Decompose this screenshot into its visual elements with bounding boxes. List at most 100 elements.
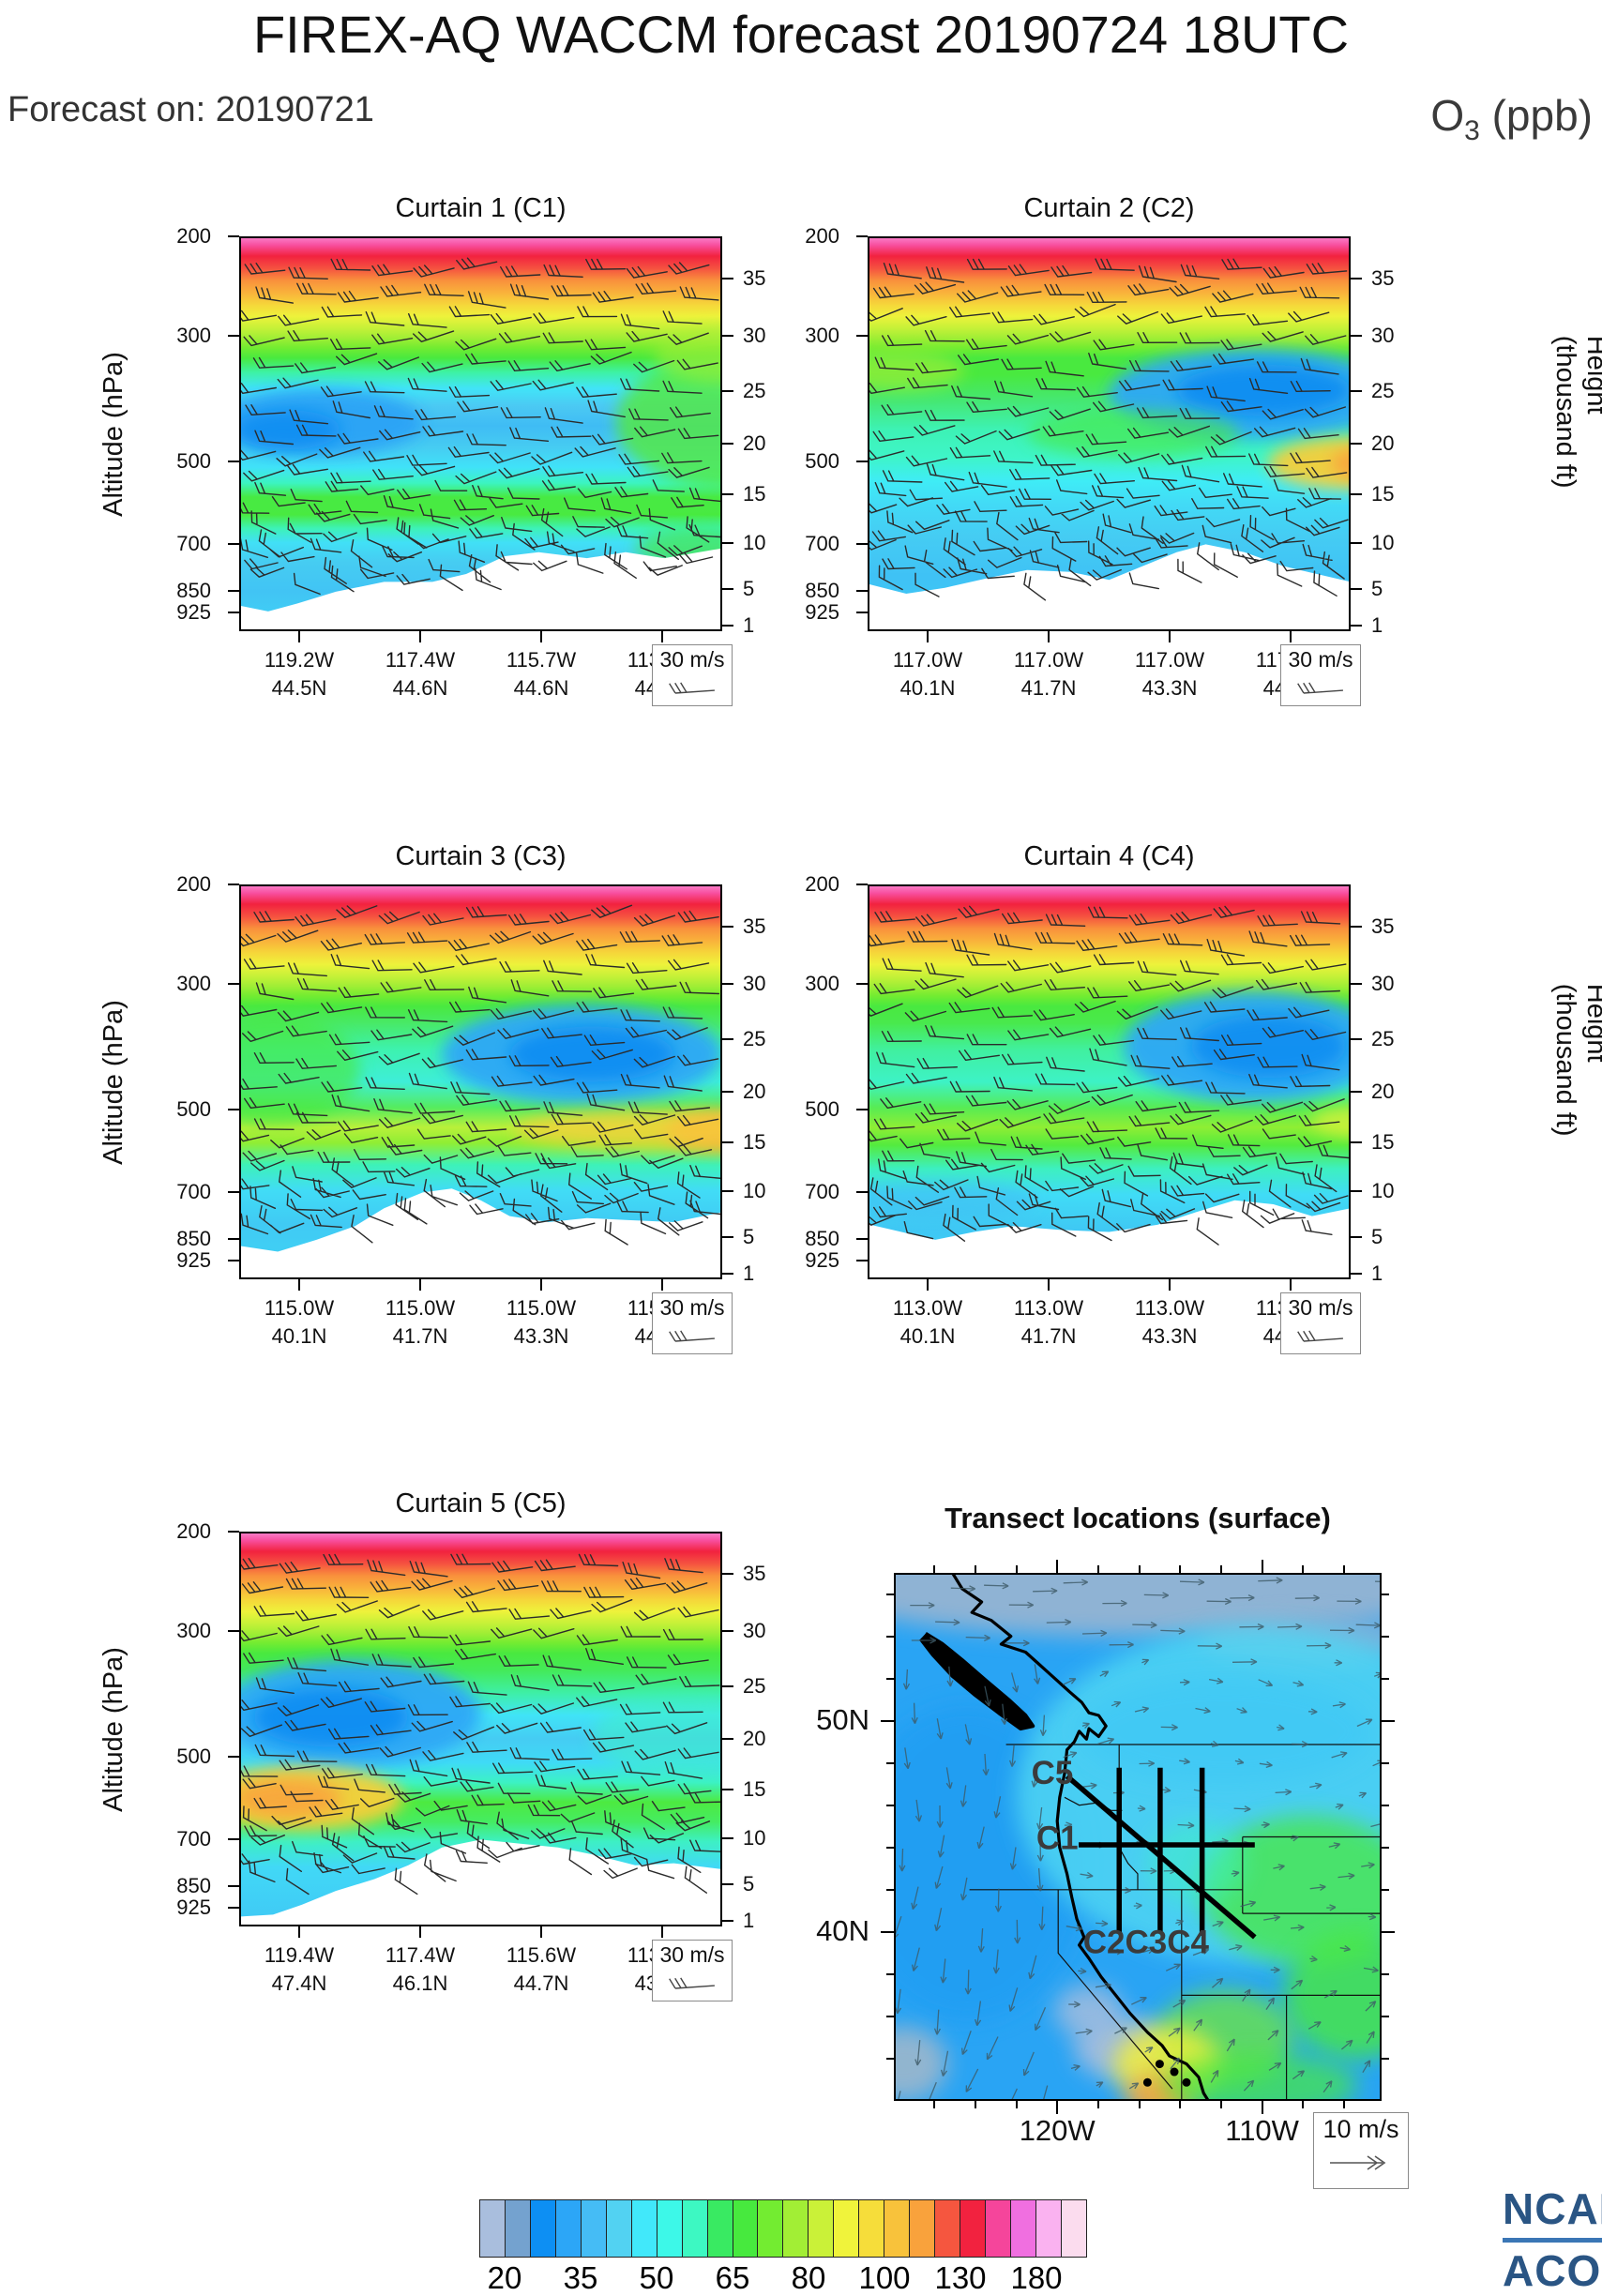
map-minor-tick: [1382, 1594, 1389, 1595]
height-tick-label: 5: [1371, 1225, 1383, 1248]
x-tick-lon: 115.6W: [506, 1943, 577, 1967]
height-tick-label: 25: [1371, 379, 1395, 402]
logo-rule: [1503, 2238, 1602, 2243]
ozone-blob: [253, 1687, 409, 1747]
lon-tick: [1056, 1560, 1058, 1573]
height-tick: [722, 443, 733, 445]
plot-frame: [239, 236, 722, 631]
pressure-tick-label: 925: [805, 600, 839, 624]
height-tick: [1351, 493, 1362, 495]
wind-arrows: [894, 1577, 1382, 2101]
height-tick: [1351, 542, 1362, 544]
colorbar-cell: [530, 2200, 556, 2257]
x-tick-label: 119.2W 44.5N: [229, 646, 370, 702]
colorbar-cell: [682, 2200, 708, 2257]
height-tick-label: 20: [743, 1727, 766, 1750]
x-tick: [661, 631, 663, 642]
height-tick: [722, 1837, 733, 1839]
lon-tick-label: 110W: [1225, 2114, 1299, 2147]
height-tick: [722, 1883, 733, 1885]
height-tick: [722, 1630, 733, 1632]
x-tick-lat: 40.1N: [271, 1324, 327, 1348]
height-tick: [722, 390, 733, 392]
curtain-panel-C4: Curtain 4 (C4) 200 300 500 700 850 925 35 30 25 20…: [805, 841, 1602, 1354]
height-tick-label: 30: [743, 1619, 766, 1642]
pressure-tick: [856, 235, 868, 237]
colorbar-cell: [555, 2200, 582, 2257]
map-minor-tick: [933, 2101, 935, 2108]
x-tick-label: 117.0W 43.3N: [1099, 646, 1240, 702]
pressure-tick: [856, 612, 868, 613]
curtain-title: Curtain 3 (C3): [395, 841, 567, 871]
curtain-plot: [239, 236, 722, 631]
colorbar-cell: [935, 2200, 961, 2257]
map-plot: C5 C1 C2C3C4: [894, 1573, 1382, 2101]
barb-legend-label: 30 m/s: [659, 1295, 725, 1320]
colorbar-tick-label: 80: [791, 2260, 826, 2295]
pressure-tick: [856, 461, 868, 462]
pressure-tick: [856, 335, 868, 337]
x-tick: [298, 631, 300, 642]
height-tick: [1351, 1091, 1362, 1093]
barb-legend-box: 30 m/s: [1280, 644, 1361, 706]
map-minor-tick: [886, 1678, 894, 1680]
lon-tick-label: 120W: [1019, 2114, 1096, 2147]
x-tick: [298, 1279, 300, 1291]
x-tick: [1048, 1279, 1050, 1291]
map-minor-tick: [1382, 1889, 1389, 1891]
map-field-patch: [894, 2027, 948, 2101]
curtain-plot: [239, 884, 722, 1279]
x-tick-lon: 119.4W: [264, 1943, 335, 1967]
height-tick: [722, 1573, 733, 1575]
map-minor-tick: [886, 2058, 894, 2060]
height-tick-label: 10: [743, 1826, 766, 1850]
map-minor-tick: [1382, 2016, 1389, 2017]
pressure-tick: [856, 1260, 868, 1261]
map-panel: Transect locations (surface) C5 C1 C2C3C4 5…: [816, 1502, 1409, 2189]
transect-label: C5: [1032, 1755, 1074, 1791]
map-minor-tick: [886, 1594, 894, 1595]
x-tick-lon: 113.0W: [1134, 1296, 1205, 1320]
lat-tick-label: 40N: [816, 1913, 869, 1947]
map-minor-tick: [1016, 1565, 1018, 1573]
height-tick: [1351, 1273, 1362, 1275]
height-tick-label: 35: [743, 266, 766, 290]
height-axis-label: Height (thousand ft): [1550, 983, 1602, 1137]
ozone-blob: [615, 355, 722, 490]
x-tick: [927, 1279, 929, 1291]
pressure-tick: [856, 590, 868, 592]
height-tick: [722, 625, 733, 627]
height-tick: [1351, 1038, 1362, 1040]
map-minor-tick: [975, 1565, 976, 1573]
height-tick: [722, 1273, 733, 1275]
barb-legend-label: 30 m/s: [659, 1942, 725, 1967]
height-tick-label: 20: [1371, 1080, 1395, 1103]
colorbar-cell: [910, 2200, 936, 2257]
wind-barbs: [239, 904, 721, 1246]
colorbar-cell: [631, 2200, 657, 2257]
height-tick-label: 20: [1371, 431, 1395, 455]
x-tick-lat: 41.7N: [392, 1324, 448, 1348]
pressure-tick: [228, 612, 239, 613]
x-tick-label: 113.0W 40.1N: [857, 1294, 998, 1351]
x-tick: [661, 1279, 663, 1291]
x-tick: [1048, 631, 1050, 642]
pressure-tick-label: 200: [805, 224, 839, 248]
pressure-tick: [856, 983, 868, 985]
colorbar-cell: [657, 2200, 683, 2257]
pressure-tick-label: 500: [176, 449, 211, 473]
map-minor-tick: [1382, 1762, 1389, 1764]
x-tick-lon: 115.0W: [385, 1296, 456, 1320]
height-tick: [722, 493, 733, 495]
map-minor-tick: [1382, 1636, 1389, 1638]
x-tick: [419, 1926, 421, 1938]
x-tick: [419, 631, 421, 642]
height-tick-label: 20: [743, 1080, 766, 1103]
x-tick-lat: 44.6N: [392, 676, 448, 700]
height-tick-label: 15: [1371, 482, 1395, 506]
map-field-patch: [1079, 1678, 1372, 1785]
x-tick-lat: 41.7N: [1020, 676, 1077, 700]
pressure-tick: [228, 884, 239, 885]
pressure-tick-label: 200: [176, 872, 211, 896]
logo: NCAR ACOM: [1503, 2183, 1602, 2296]
